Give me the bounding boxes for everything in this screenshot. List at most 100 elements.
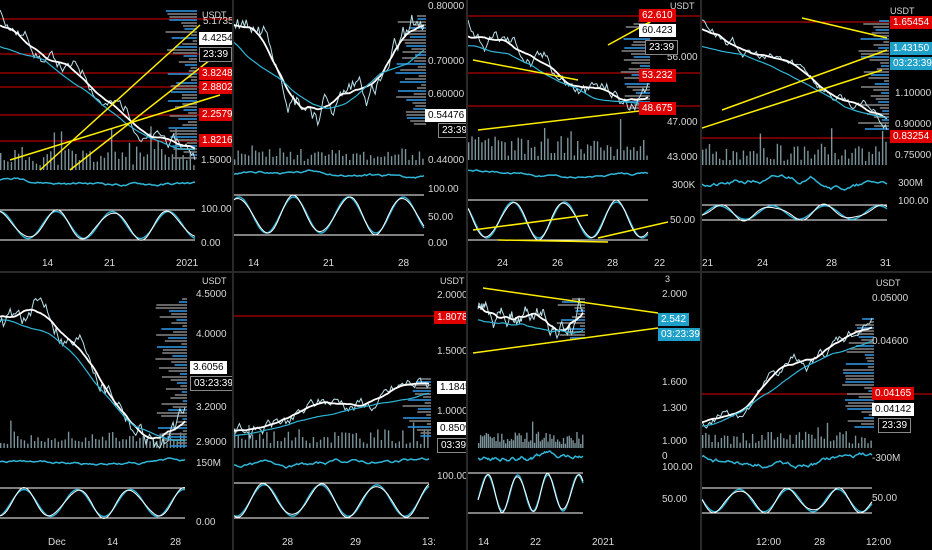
price-scale-label: 0.44000	[428, 155, 465, 166]
volume-profile-bar	[845, 363, 874, 365]
volume-bar	[310, 154, 313, 165]
chart-panel-7[interactable]: 3 2.000 1.600 1.300 1.000 0 100.00 50.00…	[468, 273, 700, 550]
chart-panel-2[interactable]: 0.80000 0.70000 0.60000 0.44000 100.00 5…	[234, 0, 466, 271]
volume-bar	[504, 443, 507, 448]
volume-bar	[868, 151, 870, 165]
price-plot[interactable]	[0, 0, 232, 271]
price-plot[interactable]	[0, 273, 232, 550]
price-plot[interactable]	[702, 273, 932, 550]
volume-profile-bar	[845, 405, 874, 407]
volume-bar	[359, 438, 361, 448]
trend-line	[69, 59, 211, 171]
price-tag: 23:39	[199, 47, 232, 62]
volume-bar	[344, 432, 347, 448]
volume-bar	[524, 438, 526, 448]
price-scale-label: 0.75000	[895, 150, 932, 161]
volume-bar	[362, 442, 365, 448]
price-tag: 62.610	[639, 9, 676, 22]
volume-profile-bar	[630, 53, 650, 55]
volume-profile-bar	[420, 432, 431, 434]
volume-bar	[531, 421, 534, 448]
volume-bar	[759, 133, 762, 165]
volume-bar	[842, 434, 844, 448]
volume-bar	[508, 440, 511, 448]
price-plot[interactable]	[702, 0, 932, 271]
price-scale-label: 4.0000	[196, 329, 227, 340]
volume-profile-bar	[179, 424, 187, 426]
volume-bar	[27, 443, 29, 448]
indicator-scale-label: 0.00	[196, 517, 216, 528]
volume-profile-bar	[860, 86, 889, 88]
volume-bar	[820, 436, 822, 448]
volume-bar	[273, 431, 275, 448]
volume-profile-bar	[413, 93, 426, 95]
currency-label: USDT	[202, 276, 227, 286]
volume-bar	[826, 422, 829, 448]
volume-profile-bar	[881, 92, 889, 94]
volume-profile-bar	[182, 25, 197, 27]
time-axis-label: 22	[654, 258, 666, 269]
volume-bar	[543, 437, 545, 448]
price-tag: 23:39	[438, 123, 466, 138]
time-axis-label: 22	[530, 537, 542, 548]
volume-bar	[516, 435, 518, 448]
volume-bar	[578, 438, 580, 448]
volume-bar	[583, 153, 585, 160]
volume-bar	[135, 441, 138, 448]
volume-bar	[21, 146, 23, 170]
volume-bar	[376, 156, 379, 165]
volume-bar	[234, 159, 236, 165]
price-plot[interactable]	[234, 273, 466, 550]
chart-panel-5[interactable]: USDT 4.5000 4.0000 3.2000 2.9000 150M 0.…	[0, 273, 232, 550]
volume-bar	[867, 443, 869, 448]
trend-line	[472, 59, 579, 81]
volume-bar	[193, 165, 195, 170]
volume-bar	[183, 434, 185, 448]
volume-bar	[356, 153, 358, 165]
time-axis-label: 31	[880, 258, 892, 269]
volume-bar	[348, 432, 350, 448]
volume-bar	[606, 145, 609, 160]
volume-bar	[279, 148, 281, 165]
volume-bar	[135, 146, 138, 170]
volume-bar	[572, 440, 574, 448]
chart-svg	[702, 17, 932, 222]
volume-bar	[541, 439, 543, 448]
indicator-scale-label: 0	[662, 451, 668, 462]
price-plot[interactable]	[468, 273, 700, 550]
volume-bar	[128, 142, 131, 170]
volume-bar	[404, 149, 407, 165]
volume-bar	[153, 148, 156, 170]
volume-bar	[314, 152, 316, 165]
volume-bar	[157, 140, 159, 170]
oscillator-d-line	[0, 209, 196, 241]
price-scale-label: 2.0000	[437, 290, 466, 301]
volume-profile-bar	[624, 83, 650, 85]
volume-profile-bar	[868, 390, 874, 392]
chart-panel-3[interactable]: USDT 56.000 47.000 43.000 300K 50.00 62.…	[468, 0, 700, 271]
volume-bar	[268, 149, 271, 165]
volume-bar	[409, 442, 411, 448]
volume-bar	[330, 442, 333, 448]
volume-bar	[412, 422, 415, 448]
chart-panel-8[interactable]: USDT 0.05000 0.04600 -300M 50.00 0.04165…	[702, 273, 932, 550]
price-plot[interactable]	[234, 0, 466, 271]
volume-bar	[560, 443, 563, 448]
volume-profile-bar	[858, 50, 889, 52]
volume-profile-bar	[873, 89, 889, 91]
volume-profile-bar	[878, 47, 889, 49]
price-scale-label: 0.05000	[872, 293, 909, 304]
volume-bar	[10, 420, 12, 448]
price-plot[interactable]	[468, 0, 700, 271]
volume-profile-bar	[397, 21, 426, 23]
oscillator-d-line	[234, 194, 425, 236]
chart-panel-1[interactable]: USDT 5.1735 1.5000 100.00 0.00 4.4254 23…	[0, 0, 232, 271]
volume-profile-bar	[404, 33, 426, 35]
volume-bar	[186, 160, 188, 170]
volume-profile-bar	[848, 342, 874, 344]
trend-line	[801, 17, 888, 39]
volume-profile-bar	[623, 59, 650, 61]
chart-panel-4[interactable]: USDT 1.10000 0.90000 0.75000 300M 100.00…	[702, 0, 932, 271]
volume-bar	[35, 163, 38, 170]
chart-panel-6[interactable]: USDT 2.0000 1.5000 1.0000 100.00 1.8078 …	[234, 273, 466, 550]
